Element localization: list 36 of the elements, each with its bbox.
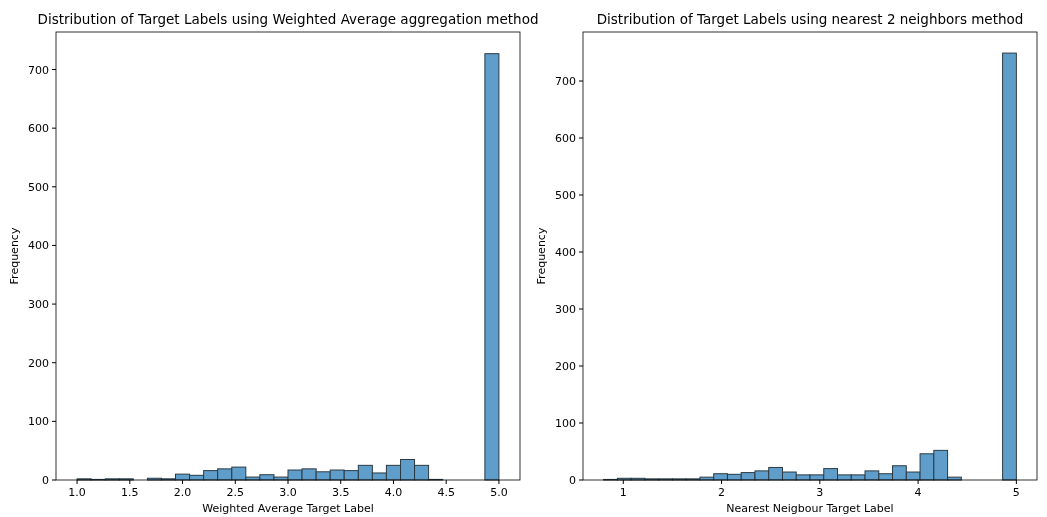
x-tick-label: 2.5 [226,486,245,499]
x-tick-label: 2 [718,486,726,499]
x-tick-label: 1 [619,486,627,499]
x-tick-label: 5 [1012,486,1020,499]
y-tick-label: 200 [28,356,49,370]
y-axis-title: Frequency [8,227,21,285]
y-tick-label: 0 [42,474,49,487]
y-tick-label: 700 [555,75,576,89]
x-tick-label: 1.0 [68,486,86,499]
x-axis-title: Nearest Neigbour Target Label [726,502,894,515]
x-tick-label: 3.5 [331,486,350,499]
chart-title: Distribution of Target Labels using Weighted Average aggregation method [37,11,539,27]
x-tick-label: 5.0 [490,486,508,499]
y-tick-label: 400 [555,246,576,260]
x-tick-label: 4 [914,486,922,499]
x-tick-label: 4.0 [384,486,403,499]
y-tick-label: 600 [28,122,49,136]
y-tick-label: 100 [28,415,49,429]
y-tick-label: 200 [555,360,576,374]
y-tick-label: 300 [555,303,576,317]
x-tick-label: 3.0 [279,486,297,499]
x-tick-label: 3 [816,486,824,499]
x-tick-label: 1.5 [121,486,139,499]
y-axis-title: Frequency [535,227,548,285]
y-tick-label: 700 [28,63,49,77]
y-tick-label: 600 [555,132,576,146]
y-tick-label: 0 [569,474,576,487]
x-tick-label: 2.0 [173,486,192,499]
y-tick-label: 500 [28,180,49,194]
chart-title: Distribution of Target Labels using nearest 2 neighbors method [596,11,1024,27]
x-axis-title: Weighted Average Target Label [202,502,374,515]
y-tick-label: 100 [555,417,576,430]
y-tick-label: 500 [555,189,576,203]
y-tick-label: 400 [28,239,49,253]
x-tick-label: 4.5 [437,486,455,499]
y-tick-label: 300 [28,298,49,312]
